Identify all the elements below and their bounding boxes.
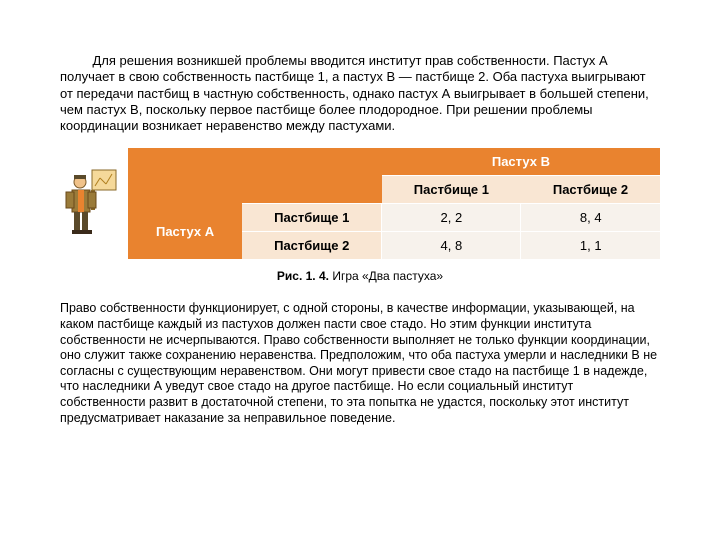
businessman-icon	[60, 168, 120, 240]
intro-paragraph: Для решения возникшей проблемы вводится …	[60, 53, 660, 134]
corner-blank	[128, 148, 242, 204]
payoff-table: Пастух В Пастбище 1 Пастбище 2 Пастух А …	[128, 148, 660, 259]
caption-number: Рис. 1. 4.	[277, 269, 329, 283]
col-player-header: Пастух В	[382, 148, 660, 176]
cell-0-1: 8, 4	[521, 204, 660, 232]
cell-0-0: 2, 2	[382, 204, 521, 232]
figure-caption: Рис. 1. 4. Игра «Два пастуха»	[60, 269, 660, 283]
col-label-2: Пастбище 2	[521, 176, 660, 204]
corner-blank-2	[242, 148, 382, 204]
row-player-header: Пастух А	[128, 204, 242, 260]
caption-text: Игра «Два пастуха»	[329, 269, 443, 283]
col-label-1: Пастбище 1	[382, 176, 521, 204]
cell-1-0: 4, 8	[382, 232, 521, 260]
body-paragraph: Право собственности функционирует, с одн…	[60, 301, 660, 426]
cell-1-1: 1, 1	[521, 232, 660, 260]
game-table-area: Пастух В Пастбище 1 Пастбище 2 Пастух А …	[60, 148, 660, 259]
row-label-1: Пастбище 1	[242, 204, 382, 232]
row-label-2: Пастбище 2	[242, 232, 382, 260]
